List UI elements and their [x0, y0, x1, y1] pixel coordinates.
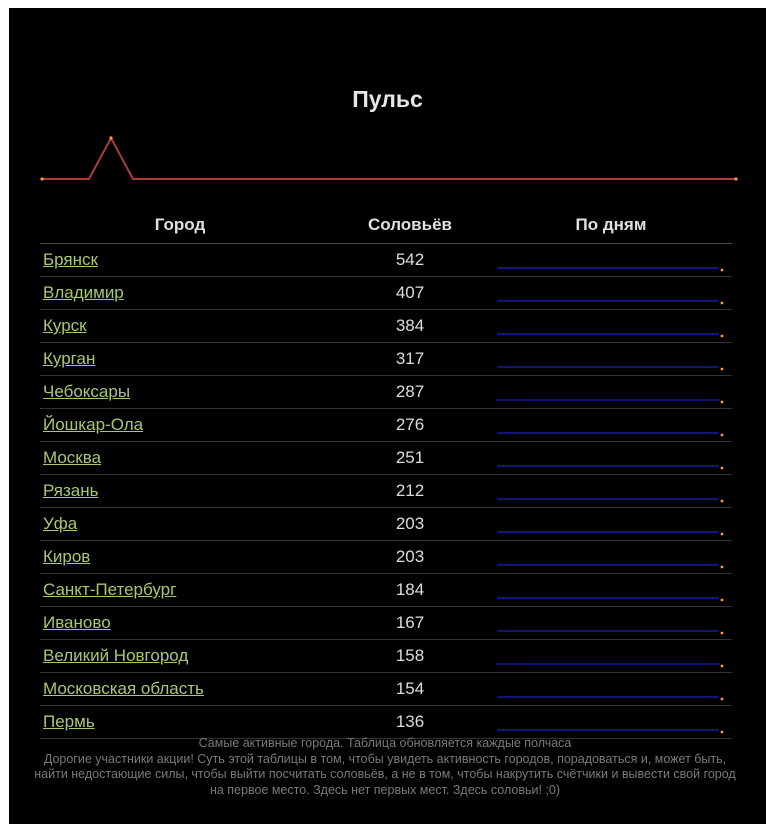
daily-sparkline — [497, 630, 724, 635]
sparkline-end-dot — [720, 598, 724, 602]
daily-sparkline — [497, 300, 724, 305]
daily-sparkline — [497, 729, 724, 734]
sparkline-end-dot — [720, 367, 724, 371]
sparkline-end-dot — [720, 664, 724, 668]
table-row: Киров 203 — [40, 541, 732, 574]
daily-sparkline — [497, 531, 724, 536]
daily-sparkline — [497, 399, 724, 404]
city-link[interactable]: Курган — [43, 349, 96, 368]
table-body: Брянск 542 Владимир 407 Курск 384 Курган… — [40, 244, 732, 739]
daily-sparkline — [497, 696, 724, 701]
city-link[interactable]: Иваново — [43, 613, 111, 632]
city-link[interactable]: Пермь — [43, 712, 95, 731]
cities-table: Город Соловьёв По дням Брянск 542 Владим… — [40, 207, 732, 739]
table-row: Великий Новгород 158 — [40, 640, 732, 673]
table-row: Чебоксары 287 — [40, 376, 732, 409]
city-count: 276 — [395, 415, 425, 434]
sparkline-end-dot — [720, 433, 724, 437]
table-row: Владимир 407 — [40, 277, 732, 310]
table-row: Московская область 154 — [40, 673, 732, 706]
pulse-end-dot — [734, 177, 738, 181]
city-count: 136 — [395, 712, 425, 731]
city-count: 384 — [395, 316, 425, 335]
city-link[interactable]: Великий Новгород — [43, 646, 189, 665]
daily-sparkline — [497, 267, 724, 272]
footer-line-2: Дорогие участники акции! Суть этой табли… — [34, 751, 736, 797]
daily-sparkline — [497, 465, 724, 470]
sparkline-end-dot — [720, 565, 724, 569]
footer-line-1: Самые активные города. Таблица обновляет… — [198, 736, 572, 750]
city-count: 154 — [395, 679, 425, 698]
pulse-start-dot — [40, 177, 44, 181]
sparkline-end-dot — [720, 334, 724, 338]
city-link[interactable]: Рязань — [43, 481, 99, 500]
city-count: 184 — [395, 580, 425, 599]
table-row: Брянск 542 — [40, 244, 732, 277]
city-link[interactable]: Санкт-Петербург — [43, 580, 177, 599]
sparkline-end-dot — [720, 532, 724, 536]
city-link[interactable]: Владимир — [43, 283, 124, 302]
city-count: 251 — [395, 448, 425, 467]
city-link[interactable]: Курск — [43, 316, 87, 335]
sparkline-end-dot — [720, 466, 724, 470]
daily-sparkline — [497, 333, 724, 338]
header-city: Город — [154, 215, 206, 234]
pulse-line — [42, 135, 736, 180]
sparkline-end-dot — [720, 631, 724, 635]
city-count: 158 — [395, 646, 425, 665]
pulse-peak-dot — [109, 136, 113, 140]
city-count: 212 — [395, 481, 425, 500]
sparkline-end-dot — [720, 730, 724, 734]
daily-sparkline — [497, 366, 724, 371]
city-link[interactable]: Киров — [43, 547, 91, 566]
table-row: Санкт-Петербург 184 — [40, 574, 732, 607]
city-link[interactable]: Йошкар-Ола — [43, 415, 144, 434]
header-count: Соловьёв — [367, 215, 452, 234]
daily-sparkline — [497, 564, 724, 569]
city-count: 287 — [395, 382, 425, 401]
city-link[interactable]: Москва — [43, 448, 102, 467]
sparkline-end-dot — [720, 268, 724, 272]
table-row: Пермь 136 — [40, 706, 732, 739]
city-count: 167 — [395, 613, 425, 632]
city-count: 317 — [395, 349, 425, 368]
page-title: Пульс — [352, 86, 423, 112]
table-row: Москва 251 — [40, 442, 732, 475]
table-row: Иваново 167 — [40, 607, 732, 640]
daily-sparkline — [497, 498, 724, 503]
sparkline-end-dot — [720, 301, 724, 305]
city-link[interactable]: Уфа — [43, 514, 78, 533]
header-by-days: По дням — [575, 215, 647, 234]
sparkline-end-dot — [720, 499, 724, 503]
table-header: Город Соловьёв По дням — [40, 207, 732, 244]
city-count: 203 — [395, 547, 425, 566]
table-row: Курган 317 — [40, 343, 732, 376]
city-link[interactable]: Чебоксары — [43, 382, 131, 401]
city-link[interactable]: Московская область — [43, 679, 204, 698]
city-count: 407 — [395, 283, 425, 302]
sparkline-end-dot — [720, 400, 724, 404]
table-row: Йошкар-Ола 276 — [40, 409, 732, 442]
page-frame: Пульс Город Соловьёв По дням Брянск 542 … — [9, 8, 766, 824]
footer-note: Самые активные города. Таблица обновляет… — [29, 736, 741, 798]
daily-sparkline — [497, 663, 724, 668]
city-count: 203 — [395, 514, 425, 533]
sparkline-end-dot — [720, 697, 724, 701]
table-row: Курск 384 — [40, 310, 732, 343]
pulse-graph — [40, 135, 738, 181]
table-row: Рязань 212 — [40, 475, 732, 508]
table-row: Уфа 203 — [40, 508, 732, 541]
daily-sparkline — [497, 432, 724, 437]
daily-sparkline — [497, 597, 724, 602]
city-link[interactable]: Брянск — [43, 250, 98, 269]
city-count: 542 — [395, 250, 425, 269]
